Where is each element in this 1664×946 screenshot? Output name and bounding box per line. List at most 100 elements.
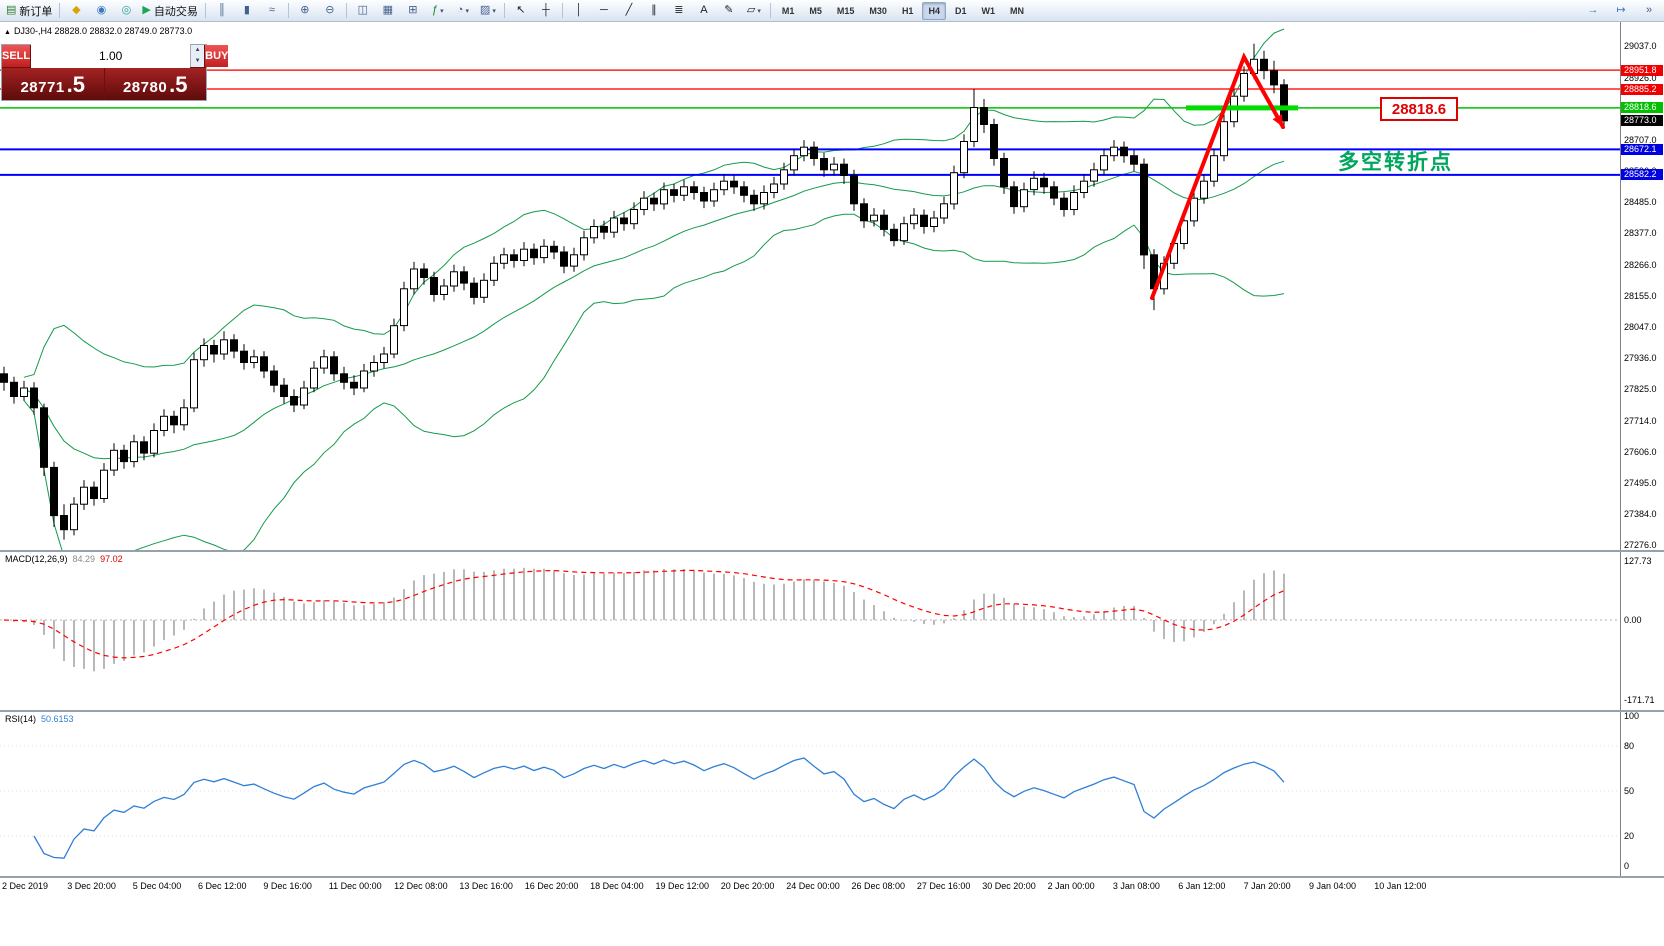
indicators-button[interactable]: ƒ ▾ — [426, 2, 450, 20]
timeframe-m5-button[interactable]: M5 — [809, 5, 822, 16]
candle-body — [930, 217, 938, 227]
price-axis-label: 28266.0 — [1624, 259, 1657, 270]
symbol-ohlc-text: DJ30-,H4 28828.0 28832.0 28749.0 28773.0 — [13, 26, 193, 36]
macd-main-value: 84.29 — [72, 554, 96, 564]
line-chart-button[interactable]: ≈ — [260, 2, 284, 20]
toolbar-overflow-button[interactable]: » — [1637, 2, 1661, 20]
alerts-button[interactable]: ◎ — [114, 2, 138, 20]
periods-button[interactable]: ◔ ▾ — [451, 2, 475, 20]
auto-arrange-button[interactable]: ▦ — [376, 2, 400, 20]
profile-button[interactable]: ◉ — [89, 2, 113, 20]
cursor-button[interactable]: ↖ — [509, 2, 533, 20]
horizontal-line-button[interactable]: ─ — [592, 2, 616, 20]
candle-body — [170, 415, 178, 426]
candle-body — [1050, 186, 1058, 199]
buy-button[interactable]: BUY — [205, 45, 229, 67]
zoom-out-icon: ⊖ — [325, 4, 335, 16]
timeframe-h4-button[interactable]: H4 — [922, 1, 946, 20]
rsi-indicator-panel[interactable] — [0, 712, 1620, 876]
price-axis-label: 27606.0 — [1624, 446, 1657, 457]
fibonacci-button[interactable]: ≣ — [667, 2, 691, 20]
horizontal-line-icon: ─ — [599, 4, 608, 16]
candle-body — [440, 285, 448, 295]
bar-chart-button[interactable]: ║ — [210, 2, 234, 20]
volume-stepper: ▲ ▼ — [190, 45, 205, 67]
panel-separator[interactable] — [0, 550, 1664, 552]
candle-body — [270, 370, 278, 386]
candle-body — [550, 245, 558, 253]
candle-body — [1100, 155, 1108, 171]
shift-chart-button[interactable]: → — [1581, 2, 1605, 20]
price-axis-label: 27495.0 — [1624, 477, 1657, 488]
timeframe-w1-button[interactable]: W1 — [981, 5, 995, 16]
sell-price-button[interactable]: 28771 .5 — [2, 68, 104, 100]
price-level-badge: 28951.8 — [1621, 64, 1663, 76]
buy-price-button[interactable]: 28780 .5 — [104, 68, 206, 100]
volume-input[interactable] — [31, 44, 191, 68]
tile-windows-button[interactable]: ◫ — [351, 2, 375, 20]
macd-name: MACD(12,26,9) — [5, 554, 68, 564]
crosshair-button[interactable]: ┼ — [534, 2, 558, 20]
candle-body — [980, 107, 988, 125]
text-button[interactable]: A — [692, 2, 716, 20]
market-button[interactable]: ◆ — [64, 2, 88, 20]
trendline-button[interactable]: ╱ — [617, 2, 641, 20]
trend-zigzag-arrow[interactable] — [1150, 52, 1285, 300]
volume-up-button[interactable]: ▲ — [191, 45, 205, 56]
candle-body — [380, 353, 388, 363]
macd-indicator-panel[interactable] — [0, 552, 1620, 710]
candle-body — [1060, 197, 1068, 210]
rsi-value: 50.6153 — [41, 714, 74, 724]
candle-body — [400, 288, 408, 327]
sell-button[interactable]: SELL — [2, 45, 31, 67]
candle-body — [770, 183, 778, 193]
price-level-flag[interactable]: 28818.6 — [1380, 97, 1458, 121]
tile-windows-icon: ◫ — [357, 4, 369, 16]
candle-body — [920, 214, 928, 227]
channel-button[interactable]: ∥ — [642, 2, 666, 20]
candle-body — [1020, 189, 1028, 208]
new-order-button[interactable]: ▤ 新订单 — [3, 2, 55, 20]
zoom-in-button[interactable]: ⊕ — [293, 2, 317, 20]
candle-body — [540, 245, 548, 259]
vertical-line-button[interactable]: │ — [567, 2, 591, 20]
timeframe-m1-button[interactable]: M1 — [781, 5, 795, 16]
grid-button[interactable]: ⊞ — [401, 2, 425, 20]
time-axis-label: 12 Dec 08:00 — [394, 881, 448, 891]
panel-separator[interactable] — [0, 710, 1664, 712]
macd-signal-value: 97.02 — [100, 554, 123, 564]
candle-body — [630, 209, 638, 225]
crosshair-icon: ┼ — [541, 4, 550, 16]
candle-body — [320, 356, 328, 369]
rsi-name: RSI(14) — [5, 714, 37, 724]
price-axis[interactable] — [1620, 22, 1664, 878]
timeframe-mn-button[interactable]: MN — [1009, 5, 1024, 16]
timeframe-h1-button[interactable]: H1 — [901, 5, 914, 16]
price-axis-label: 28485.0 — [1624, 197, 1657, 208]
shapes-button[interactable]: ▱ ▾ — [742, 2, 766, 20]
candle-body — [620, 217, 628, 225]
scroll-to-end-button[interactable]: ↦ — [1609, 2, 1633, 20]
candle-body — [900, 223, 908, 242]
turning-point-annotation[interactable]: 多空转折点 — [1338, 151, 1453, 174]
time-axis-label: 30 Dec 20:00 — [982, 881, 1036, 891]
candle-body — [1180, 220, 1188, 245]
timeframe-m30-button[interactable]: M30 — [869, 5, 887, 16]
timeframe-d1-button[interactable]: D1 — [954, 5, 967, 16]
autotrading-button[interactable]: ▶ 自动交易 — [139, 2, 200, 20]
text-icon: A — [700, 4, 708, 16]
support-segment-line[interactable] — [1186, 105, 1298, 111]
candle-body — [80, 486, 88, 505]
main-chart[interactable] — [0, 22, 1620, 550]
volume-down-button[interactable]: ▼ — [191, 56, 205, 67]
label-button[interactable]: ✎ — [717, 2, 741, 20]
candlestick-chart-button[interactable]: ▮ — [235, 2, 259, 20]
templates-button[interactable]: ▨ ▾ — [476, 2, 500, 20]
price-axis-label: 28926.0 — [1624, 72, 1657, 83]
trendline-icon: ╱ — [625, 4, 633, 16]
zoom-out-button[interactable]: ⊖ — [318, 2, 342, 20]
time-axis[interactable]: 2 Dec 2019 3 Dec 20:00 5 Dec 04:00 6 Dec 12… — [0, 878, 1664, 946]
panel-separator[interactable] — [0, 876, 1664, 878]
candle-body — [430, 277, 438, 295]
timeframe-m15-button[interactable]: M15 — [836, 5, 855, 16]
